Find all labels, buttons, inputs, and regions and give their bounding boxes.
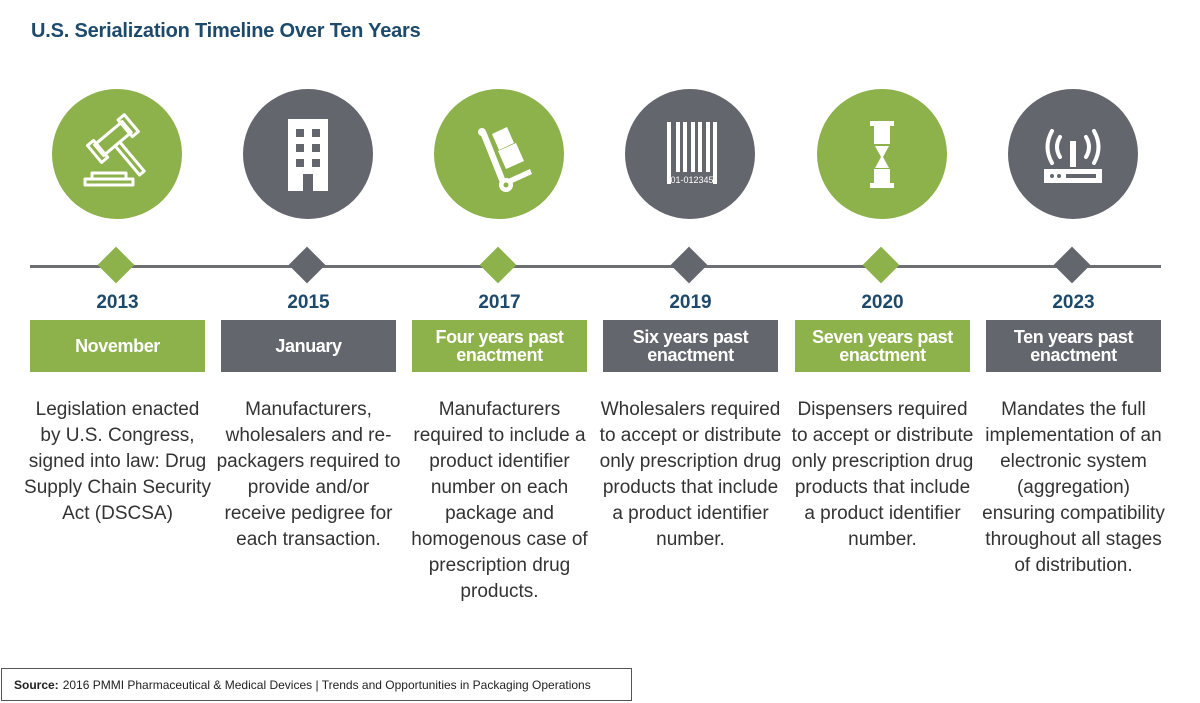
milestone-year: 2015 [287,292,330,313]
timeline-marker [1053,246,1091,284]
milestone-2015: 2015 January Manufacturers, wholesalers … [217,0,400,703]
milestone-label: Seven years past enactment [795,320,970,372]
milestone-label: Four years past enactment [412,320,587,372]
milestone-year: 2013 [96,292,139,313]
page-title: U.S. Serialization Timeline Over Ten Yea… [31,20,421,42]
barcode-text: 01-012345 [670,175,713,185]
milestone-circle [243,89,373,219]
milestone-circle: 01-012345 [625,89,755,219]
milestone-description: Mandates the full implementation of an e… [982,399,1165,576]
building-icon [288,119,328,191]
milestone-description: Manufacturers, wholesalers and re-packag… [216,399,401,550]
milestone-2017: 2017 Four years past enactment Manufactu… [411,0,588,703]
milestone-year: 2020 [861,292,904,313]
milestone-circle [434,89,564,219]
milestone-description: Legislation enacted by U.S. Congress, si… [24,399,211,524]
milestone-2020: 2020 Seven years past enactment Dispense… [792,0,973,703]
milestone-year: 2017 [478,292,521,313]
milestone-year: 2023 [1052,292,1095,313]
milestone-label: Ten years past enactment [986,320,1161,372]
timeline-marker [479,246,517,284]
barcode-icon: 01-012345 [667,122,717,185]
milestone-circle [52,89,182,219]
milestone-label: Six years past enactment [603,320,778,372]
milestone-year: 2019 [669,292,712,313]
timeline-marker [288,246,326,284]
milestone-circle [1008,89,1138,219]
milestone-label: November [30,320,205,372]
timeline-marker [670,246,708,284]
milestone-description: Wholesalers required to accept or distri… [599,399,782,550]
milestone-2023: 2023 Ten years past enactment Mandates t… [982,0,1165,703]
milestone-description: Manufacturers required to include a prod… [411,399,588,602]
gavel-icon [83,113,146,187]
milestone-2013: 2013 November Legislation enacted by U.S… [24,0,211,703]
milestone-description: Dispensers required to accept or distrib… [791,399,974,550]
milestone-2019: 01-012345 2019 Six years past enactment … [600,0,781,703]
hand-truck-icon [478,127,532,192]
router-icon [1044,129,1102,183]
timeline-line [30,265,1161,268]
milestone-circle [817,89,947,219]
milestone-label: January [221,320,396,372]
source-note: Source: 2016 PMMI Pharmaceutical & Medic… [1,668,632,701]
hourglass-icon [870,121,894,188]
source-text: 2016 PMMI Pharmaceutical & Medical Devic… [62,677,591,692]
timeline-marker [97,246,135,284]
source-label: Source: [14,677,59,692]
timeline-marker [862,246,900,284]
